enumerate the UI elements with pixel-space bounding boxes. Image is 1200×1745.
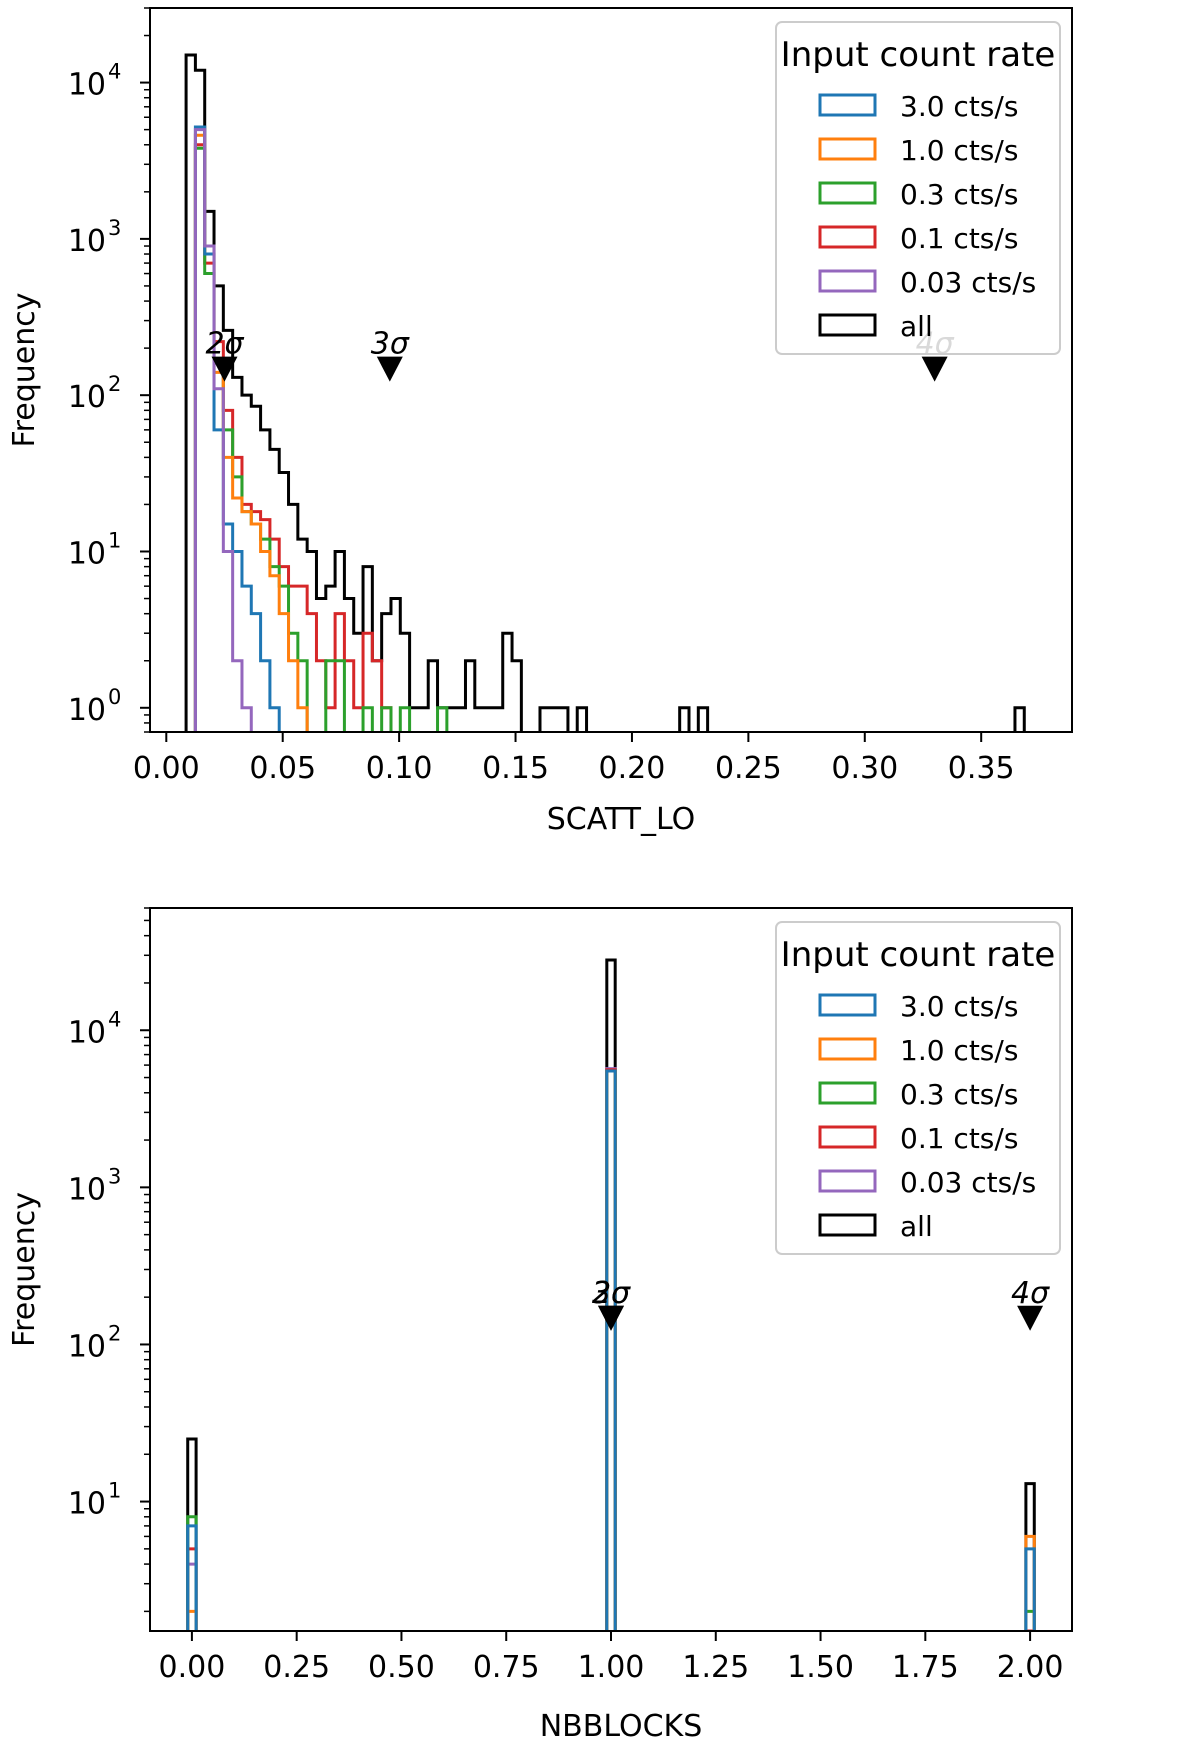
legend: Input count rate 3.0 cts/s 1.0 cts/s 0.3 ct…: [775, 921, 1061, 1255]
legend-title: Input count rate: [781, 35, 1056, 75]
x-tick-label: 0.00: [133, 751, 200, 786]
histogram-series-1-0-cts-s: [193, 133, 309, 732]
y-tick-label: 10: [68, 693, 106, 728]
sigma-marker-triangle: [921, 356, 948, 382]
legend-swatch: [818, 137, 877, 161]
sigma-marker-label: 4σ: [1011, 1276, 1050, 1311]
y-tick-label: 10: [68, 68, 106, 103]
x-tick-label: 0.50: [368, 1650, 435, 1685]
y-tick-exponent: 3: [108, 1164, 121, 1188]
y-axis-label: Frequency: [7, 1192, 42, 1347]
histogram-series-0-03-cts-s: [193, 128, 253, 732]
sigma-marker-label: 2σ: [592, 1276, 631, 1311]
legend-entry-label: 0.1 cts/s: [900, 1122, 1018, 1155]
y-tick-label: 10: [68, 1487, 106, 1522]
x-tick-label: 1.25: [682, 1650, 749, 1685]
y-tick-exponent: 4: [108, 1007, 121, 1031]
x-tick-label: 0.00: [159, 1650, 226, 1685]
legend-entry-label: 0.03 cts/s: [900, 1166, 1036, 1199]
legend-swatch: [818, 1213, 877, 1237]
x-tick-label: 1.50: [787, 1650, 854, 1685]
legend-entry-label: 1.0 cts/s: [900, 1034, 1018, 1067]
legend-swatch: [818, 1169, 877, 1193]
y-tick-label: 10: [68, 1329, 106, 1364]
y-tick-label: 10: [68, 536, 106, 571]
axes-frame: [149, 7, 1073, 733]
histogram-series-3-0-cts-s: [186, 1069, 1036, 1631]
x-axis-label: SCATT_LO: [547, 802, 696, 837]
y-tick-exponent: 4: [108, 60, 121, 84]
y-tick-exponent: 1: [108, 1479, 121, 1503]
series-group: [186, 958, 1036, 1631]
x-tick-label: 0.75: [473, 1650, 540, 1685]
histogram-series-all: [184, 53, 1026, 732]
sigma-marker-label: 2σ: [205, 327, 244, 362]
legend-entry-label: 0.3 cts/s: [900, 1078, 1018, 1111]
histogram-series-3-0-cts-s: [193, 125, 281, 732]
legend-swatch: [818, 313, 877, 337]
legend-swatch: [818, 269, 877, 293]
x-tick-label: 2.00: [997, 1650, 1064, 1685]
legend-swatch: [818, 93, 877, 117]
legend-entry-label: 0.3 cts/s: [900, 178, 1018, 211]
legend-entry-label: 0.1 cts/s: [900, 222, 1018, 255]
x-tick-label: 0.20: [599, 751, 666, 786]
y-tick-exponent: 3: [108, 216, 121, 240]
legend-entry-label: 0.03 cts/s: [900, 266, 1036, 299]
x-tick-label: 0.35: [948, 751, 1015, 786]
sigma-marker-triangle: [376, 356, 403, 382]
x-tick-label: 0.25: [715, 751, 782, 786]
x-tick-label: 1.75: [892, 1650, 959, 1685]
legend-entry-label: 1.0 cts/s: [900, 134, 1018, 167]
y-tick-exponent: 2: [108, 1321, 121, 1345]
sigma-marker-label: 3σ: [371, 327, 410, 362]
legend-title: Input count rate: [781, 935, 1056, 975]
x-axis-label: NBBLOCKS: [540, 1709, 703, 1744]
sigma-marker-label: 3σ: [592, 1276, 631, 1311]
legend-swatch: [818, 1081, 877, 1105]
chart-0: 2σ3σ4σ0.000.050.100.150.200.250.300.3510…: [7, 7, 1073, 837]
x-tick-label: 0.30: [831, 751, 898, 786]
legend-swatch: [818, 993, 877, 1017]
y-tick-exponent: 2: [108, 372, 121, 396]
x-tick-label: 0.05: [249, 751, 316, 786]
legend-entry-label: 3.0 cts/s: [900, 90, 1018, 123]
y-tick-label: 10: [68, 1172, 106, 1207]
y-tick-label: 10: [68, 224, 106, 259]
sigma-marker-triangle: [598, 1305, 624, 1331]
legend-entry-label: all: [900, 310, 933, 343]
sigma-marker-triangle: [1017, 1305, 1044, 1331]
y-axis-label: Frequency: [7, 293, 42, 448]
y-tick-exponent: 0: [108, 685, 121, 709]
legend-entry-label: 3.0 cts/s: [900, 990, 1018, 1023]
x-tick-label: 0.10: [366, 751, 433, 786]
legend-swatch: [818, 225, 877, 249]
legend-entry-label: all: [900, 1210, 933, 1243]
x-tick-label: 1.00: [578, 1650, 645, 1685]
legend-swatch: [818, 1125, 877, 1149]
x-tick-label: 0.25: [263, 1650, 330, 1685]
y-tick-label: 10: [68, 380, 106, 415]
legend: Input count rate 3.0 cts/s 1.0 cts/s 0.3 ct…: [775, 21, 1061, 355]
y-tick-label: 10: [68, 1015, 106, 1050]
sigma-marker-triangle: [211, 356, 238, 382]
y-tick-exponent: 1: [108, 528, 121, 552]
legend-swatch: [818, 181, 877, 205]
x-tick-label: 0.15: [482, 751, 549, 786]
series-group: [184, 53, 1026, 732]
legend-swatch: [818, 1037, 877, 1061]
